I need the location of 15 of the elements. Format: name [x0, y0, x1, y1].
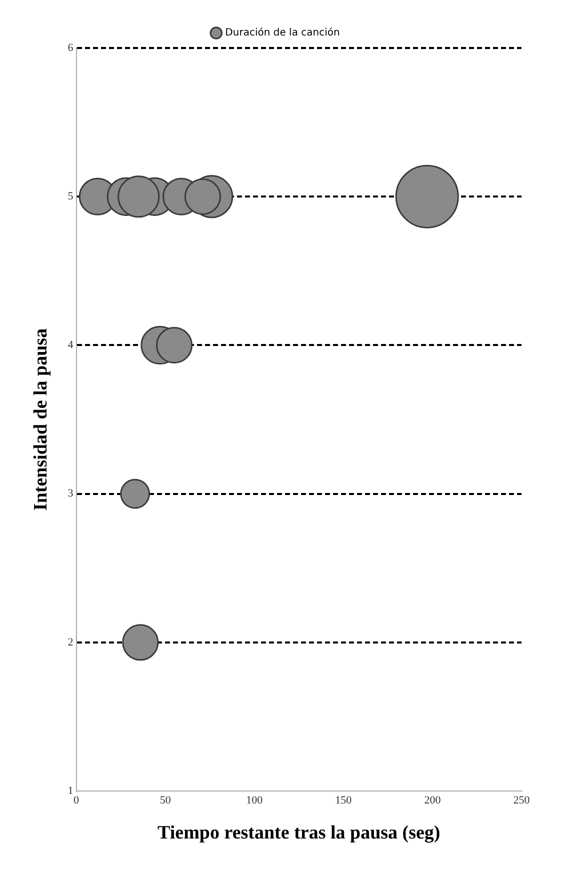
x-tick-label: 250 [513, 794, 530, 806]
x-axis-title: Tiempo restante tras la pausa (seg) [158, 822, 440, 844]
x-tick-label: 0 [74, 794, 80, 806]
x-tick-label: 50 [160, 794, 172, 806]
legend-label: Duración de la canción [225, 28, 340, 39]
y-tick-label: 3 [68, 488, 74, 500]
x-tick-label: 150 [335, 794, 352, 806]
y-tick-label: 4 [68, 339, 74, 352]
y-tick-label: 6 [68, 42, 74, 54]
y-tick-label: 1 [68, 784, 74, 797]
x-tick-label: 100 [246, 794, 264, 806]
x-tick-label: 200 [424, 794, 442, 806]
y-tick-label: 5 [68, 190, 74, 202]
y-tick-label: 2 [68, 636, 74, 648]
y-axis-title: Intensidad de la pausa [30, 328, 52, 511]
